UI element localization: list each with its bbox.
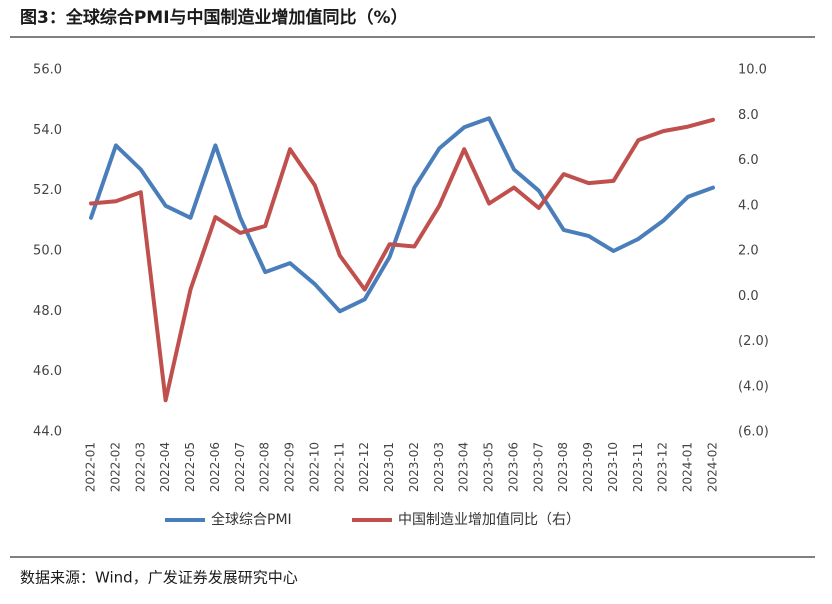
x-tick-label: 2023-04: [457, 442, 471, 492]
series-line: [89, 116, 715, 314]
x-tick-label: 2023-02: [407, 442, 421, 492]
legend-label: 中国制造业增加值同比（右）: [398, 512, 580, 528]
x-tick-label: 2024-01: [681, 442, 695, 492]
x-tick-label: 2022-02: [108, 442, 122, 492]
x-tick-label: 2022-12: [357, 442, 371, 492]
x-tick-label: 2023-09: [581, 442, 595, 492]
y2-tick-label: (4.0): [738, 379, 769, 394]
x-tick-label: 2023-06: [506, 442, 520, 492]
y-tick-label: 52.0: [33, 183, 62, 198]
x-tick-label: 2022-04: [158, 442, 172, 492]
x-tick-label: 2022-09: [283, 442, 297, 492]
x-tick-label: 2022-05: [183, 442, 197, 492]
x-tick-label: 2022-01: [84, 442, 98, 492]
x-tick-label: 2023-07: [531, 442, 545, 492]
y-tick-label: 44.0: [33, 425, 62, 440]
x-tick-label: 2022-08: [258, 442, 272, 492]
x-tick-label: 2022-03: [133, 442, 147, 492]
y2-tick-label: 0.0: [738, 289, 759, 304]
y-tick-label: 48.0: [33, 304, 62, 319]
x-tick-label: 2022-06: [208, 442, 222, 492]
x-tick-label: 2023-05: [482, 442, 496, 492]
y-tick-label: 56.0: [33, 63, 62, 78]
source: 数据来源：Wind，广发证券发展研究中心: [20, 569, 298, 587]
chart-title: 图3：全球综合PMI与中国制造业增加值同比（%）: [20, 7, 408, 28]
y-tick-label: 50.0: [33, 244, 62, 259]
legend-label: 全球综合PMI: [211, 511, 292, 528]
y-tick-label: 54.0: [33, 123, 62, 138]
y2-tick-label: 8.0: [738, 108, 759, 123]
y-tick-label: 46.0: [33, 364, 62, 379]
x-tick-label: 2023-08: [556, 442, 570, 492]
y2-tick-label: 10.0: [738, 63, 767, 78]
x-tick-label: 2023-10: [606, 442, 620, 492]
x-tick-label: 2024-02: [706, 442, 720, 492]
y2-tick-label: 2.0: [738, 244, 759, 259]
x-tick-label: 2023-03: [432, 442, 446, 492]
x-tick-label: 2023-12: [656, 442, 670, 492]
x-tick-label: 2022-11: [332, 442, 346, 492]
x-tick-label: 2023-01: [382, 442, 396, 492]
y2-tick-label: (6.0): [738, 425, 769, 440]
x-tick-label: 2022-07: [233, 442, 247, 492]
y2-tick-label: 4.0: [738, 198, 759, 213]
series-line: [89, 117, 715, 403]
y2-tick-label: 6.0: [738, 153, 759, 168]
y2-tick-label: (2.0): [738, 334, 769, 349]
x-tick-label: 2022-10: [307, 442, 321, 492]
x-tick-label: 2023-11: [631, 442, 645, 492]
